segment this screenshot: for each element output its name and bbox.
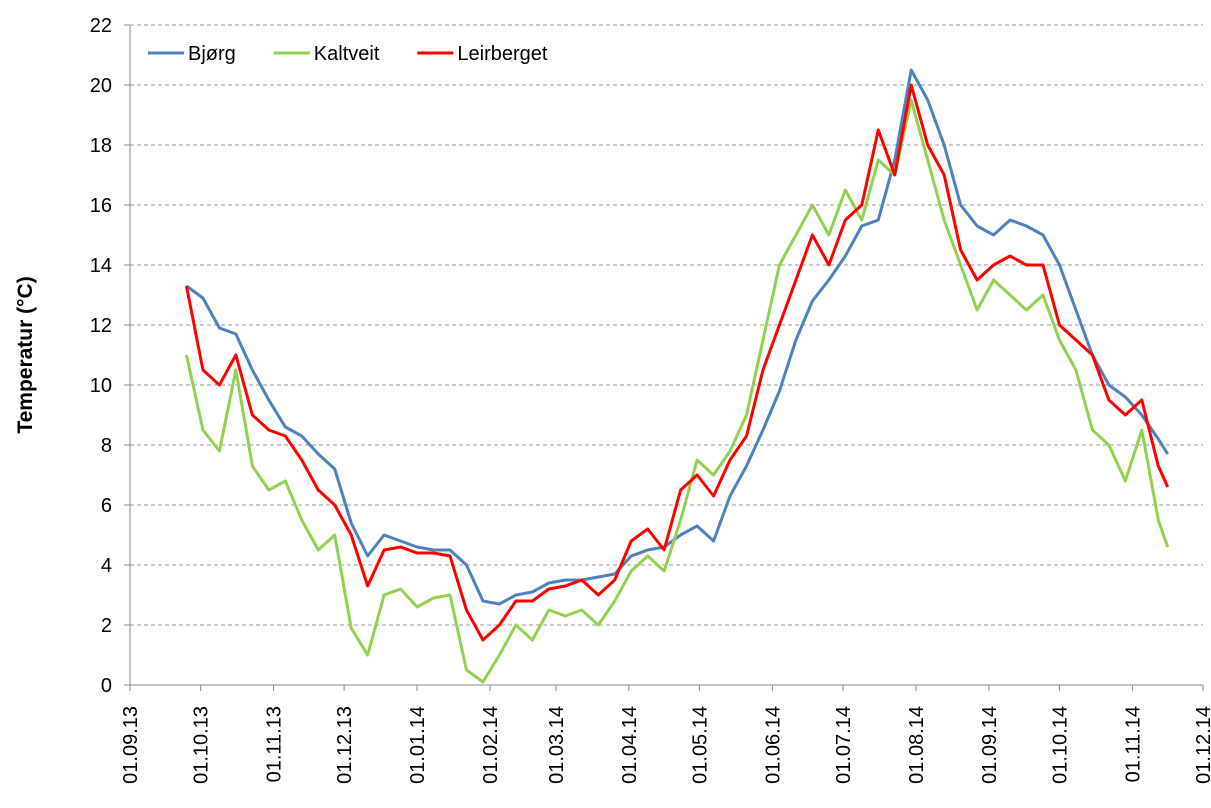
x-tick-label: 01.06.14 <box>762 706 784 784</box>
x-tick-label: 01.03.14 <box>546 706 568 784</box>
y-tick-label: 0 <box>101 675 112 697</box>
legend-label: Leirberget <box>457 43 548 65</box>
y-tick-label: 22 <box>90 15 112 37</box>
x-tick-label: 01.12.14 <box>1193 706 1211 784</box>
series-line <box>185 68 1169 606</box>
y-tick-label: 12 <box>90 315 112 337</box>
series-line <box>185 98 1170 684</box>
x-tick-label: 01.12.13 <box>334 706 356 784</box>
y-tick-label: 6 <box>101 495 112 517</box>
x-tick-label: 01.10.14 <box>1049 706 1071 784</box>
x-tick-label: 01.01.14 <box>407 706 429 784</box>
series-line <box>185 83 1170 642</box>
x-tick-label: 01.05.14 <box>689 706 711 784</box>
y-tick-label: 16 <box>90 195 112 217</box>
legend-label: Bjørg <box>188 43 236 65</box>
legend-label: Kaltveit <box>314 43 380 65</box>
x-tick-label: 01.11.14 <box>1122 706 1144 782</box>
y-tick-label: 8 <box>101 435 112 457</box>
x-tick-label: 01.07.14 <box>833 706 855 784</box>
x-tick-label: 01.09.13 <box>120 706 142 784</box>
x-tick-label: 01.09.14 <box>979 706 1001 784</box>
y-axis-label: Temperatur (°C) <box>14 276 37 433</box>
x-tick-label: 01.10.13 <box>191 706 213 784</box>
x-tick-label: 01.04.14 <box>619 706 641 784</box>
x-tick-label: 01.02.14 <box>480 706 502 784</box>
y-tick-label: 4 <box>101 555 112 577</box>
y-tick-label: 14 <box>90 255 112 277</box>
y-tick-label: 2 <box>101 615 112 637</box>
x-tick-label: 01.08.14 <box>906 706 928 784</box>
x-tick-label: 01.11.13 <box>264 706 286 782</box>
y-tick-label: 18 <box>90 135 112 157</box>
y-tick-label: 20 <box>90 75 112 97</box>
y-tick-label: 10 <box>90 375 112 397</box>
